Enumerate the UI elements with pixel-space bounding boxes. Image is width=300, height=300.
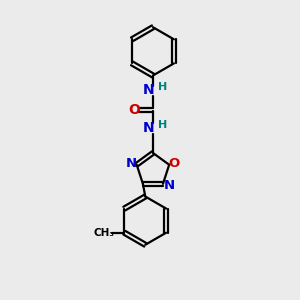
Text: O: O — [169, 157, 180, 170]
Text: N: N — [125, 157, 136, 170]
Text: N: N — [143, 83, 154, 97]
Text: N: N — [143, 121, 154, 135]
Text: H: H — [158, 120, 167, 130]
Text: N: N — [163, 178, 174, 191]
Text: CH₃: CH₃ — [94, 228, 115, 238]
Text: H: H — [158, 82, 167, 92]
Text: O: O — [128, 103, 140, 117]
